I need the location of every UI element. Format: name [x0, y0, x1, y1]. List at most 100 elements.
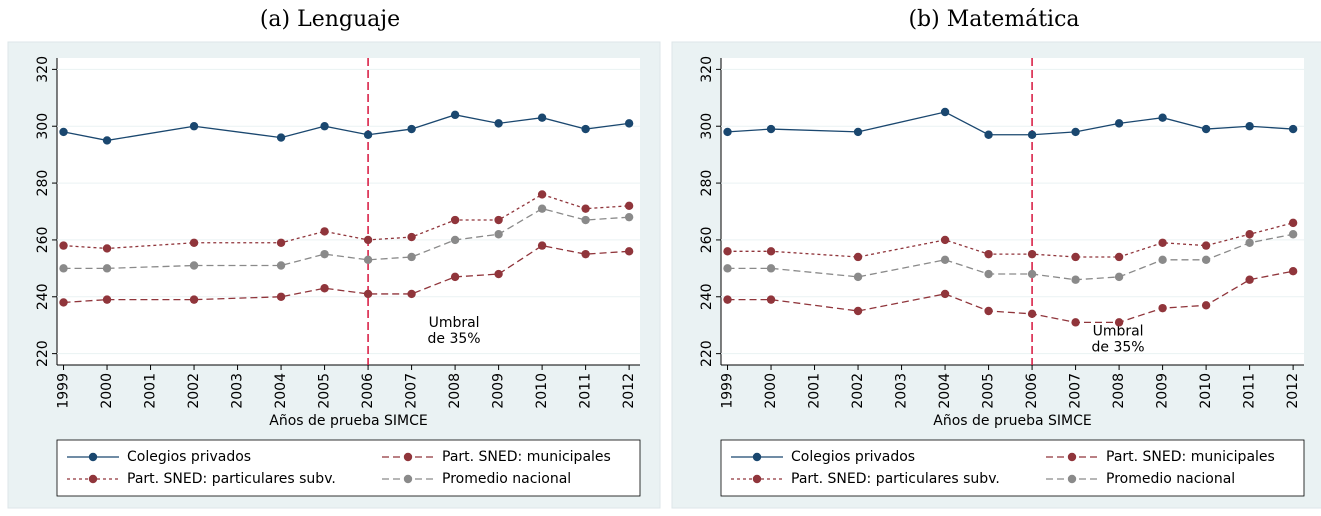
- point: [450, 272, 460, 282]
- point: [189, 238, 199, 247]
- point: [766, 124, 776, 134]
- point: [363, 130, 373, 139]
- y-tick-label: 220: [699, 340, 715, 367]
- point: [59, 241, 68, 250]
- point: [940, 289, 950, 299]
- point: [494, 269, 503, 279]
- point: [1114, 252, 1124, 262]
- series-line: [63, 244, 630, 304]
- point: [1245, 230, 1254, 239]
- x-axis-label: Años de prueba SIMCE: [933, 413, 1091, 429]
- x-tick-label: 2008: [1111, 373, 1127, 409]
- point: [276, 133, 286, 142]
- point: [189, 122, 199, 131]
- x-tick-label: 2001: [807, 373, 823, 409]
- point: [1201, 301, 1211, 310]
- x-tick-label: 1999: [56, 373, 72, 409]
- point: [102, 244, 112, 253]
- x-tick-label: 2011: [1242, 373, 1258, 409]
- x-tick-label: 1999: [720, 373, 736, 409]
- point: [59, 127, 68, 137]
- point: [407, 289, 416, 299]
- point: [363, 235, 373, 245]
- point: [363, 255, 373, 265]
- x-axis-label: Años de prueba SIMCE: [269, 413, 427, 429]
- point: [276, 238, 286, 247]
- point: [494, 230, 503, 239]
- series-line: [63, 207, 630, 270]
- x-tick-label: 2002: [850, 373, 866, 409]
- y-tick-label: 240: [699, 283, 715, 310]
- legend-marker: [403, 474, 413, 484]
- annotation: de 35%: [428, 331, 481, 347]
- legend-label: Part. SNED: municipales: [1106, 449, 1275, 465]
- point: [853, 252, 863, 262]
- legend-marker: [752, 474, 762, 484]
- point: [940, 107, 950, 117]
- point: [984, 269, 993, 279]
- legend-marker: [1067, 474, 1077, 484]
- annotation: Umbral: [1093, 323, 1144, 339]
- point: [624, 212, 634, 222]
- y-tick-label: 240: [35, 283, 51, 310]
- x-tick-label: 2009: [1155, 373, 1171, 409]
- point: [537, 241, 547, 250]
- point: [1201, 255, 1211, 265]
- x-tick-label: 2005: [981, 373, 997, 409]
- point: [1288, 230, 1298, 239]
- point: [407, 252, 416, 262]
- point: [940, 255, 950, 265]
- legend-label: Promedio nacional: [1106, 471, 1235, 487]
- point: [1114, 119, 1124, 128]
- point: [624, 201, 634, 211]
- legend-label: Colegios privados: [127, 449, 251, 465]
- point: [537, 190, 547, 199]
- point: [407, 232, 416, 242]
- point: [1158, 255, 1167, 265]
- point: [723, 295, 732, 304]
- point: [766, 264, 776, 273]
- point: [320, 284, 329, 293]
- point: [1027, 309, 1037, 319]
- legend-label: Part. SNED: particulares subv.: [791, 471, 1000, 487]
- point: [1158, 303, 1167, 313]
- point: [984, 306, 993, 316]
- point: [581, 215, 590, 225]
- point: [494, 215, 503, 225]
- x-tick-label: 2012: [621, 373, 637, 409]
- x-tick-label: 2011: [578, 373, 594, 409]
- legend: [720, 439, 1305, 497]
- point: [189, 261, 199, 270]
- point: [59, 264, 68, 273]
- point: [1071, 318, 1080, 327]
- x-tick-label: 2007: [404, 373, 420, 409]
- point: [581, 204, 590, 213]
- series-line: [727, 233, 1294, 281]
- point: [1071, 252, 1080, 262]
- point: [624, 119, 634, 128]
- point: [59, 298, 68, 307]
- x-tick-label: 2005: [317, 373, 333, 409]
- point: [537, 204, 547, 213]
- legend-marker: [752, 452, 762, 462]
- x-tick-label: 2009: [491, 373, 507, 409]
- x-tick-label: 2010: [1198, 373, 1214, 409]
- y-tick-label: 300: [35, 113, 51, 140]
- point: [450, 110, 460, 120]
- point: [723, 264, 732, 273]
- point: [537, 113, 547, 122]
- x-tick-label: 2000: [763, 373, 779, 409]
- point: [984, 249, 993, 259]
- annotation: Umbral: [429, 315, 480, 331]
- point: [320, 122, 329, 131]
- x-tick-label: 2002: [186, 373, 202, 409]
- series-line: [63, 193, 630, 250]
- point: [450, 235, 460, 245]
- series-line: [63, 114, 630, 142]
- y-tick-label: 260: [35, 227, 51, 254]
- point: [363, 289, 373, 299]
- y-tick-label: 280: [699, 170, 715, 197]
- x-tick-label: 2006: [1024, 373, 1040, 409]
- legend-marker: [1067, 452, 1077, 462]
